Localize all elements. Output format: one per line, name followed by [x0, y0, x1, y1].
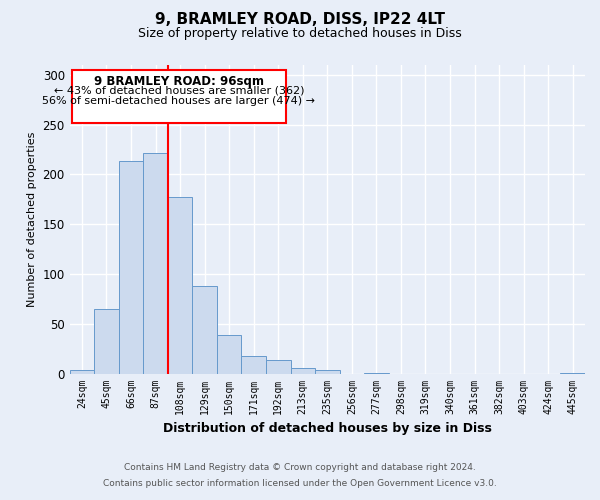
- X-axis label: Distribution of detached houses by size in Diss: Distribution of detached houses by size …: [163, 422, 492, 435]
- Bar: [290, 368, 315, 374]
- Bar: [217, 334, 241, 374]
- Bar: [193, 286, 217, 374]
- Text: 9 BRAMLEY ROAD: 96sqm: 9 BRAMLEY ROAD: 96sqm: [94, 75, 264, 88]
- Bar: [241, 356, 266, 374]
- Text: Contains HM Land Registry data © Crown copyright and database right 2024.: Contains HM Land Registry data © Crown c…: [124, 464, 476, 472]
- Bar: [364, 372, 389, 374]
- Bar: [315, 370, 340, 374]
- Bar: [266, 360, 290, 374]
- Bar: [70, 370, 94, 374]
- Text: 9, BRAMLEY ROAD, DISS, IP22 4LT: 9, BRAMLEY ROAD, DISS, IP22 4LT: [155, 12, 445, 28]
- Text: Contains public sector information licensed under the Open Government Licence v3: Contains public sector information licen…: [103, 478, 497, 488]
- Y-axis label: Number of detached properties: Number of detached properties: [27, 132, 37, 307]
- Bar: [119, 160, 143, 374]
- FancyBboxPatch shape: [72, 70, 286, 122]
- Text: 56% of semi-detached houses are larger (474) →: 56% of semi-detached houses are larger (…: [43, 96, 316, 106]
- Bar: [560, 372, 585, 374]
- Bar: [94, 309, 119, 374]
- Bar: [168, 198, 193, 374]
- Bar: [143, 152, 168, 374]
- Text: ← 43% of detached houses are smaller (362): ← 43% of detached houses are smaller (36…: [53, 86, 304, 96]
- Text: Size of property relative to detached houses in Diss: Size of property relative to detached ho…: [138, 28, 462, 40]
